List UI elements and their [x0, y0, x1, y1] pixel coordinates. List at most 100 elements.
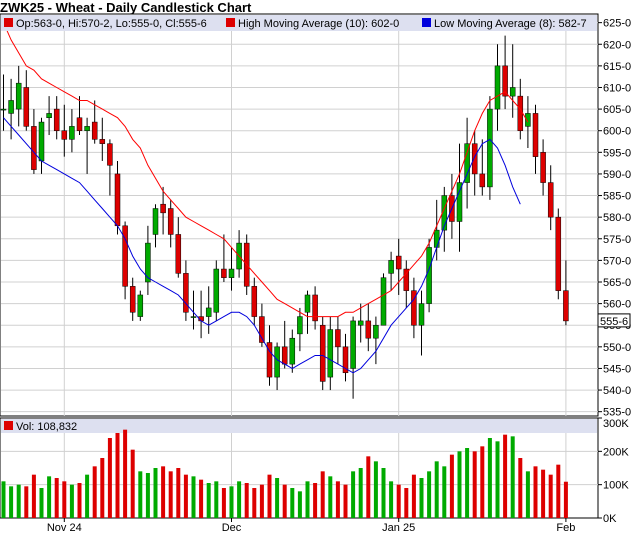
volume-bar — [465, 448, 470, 518]
candle — [46, 96, 52, 136]
candle-body — [31, 126, 37, 170]
candle — [190, 290, 197, 330]
candle — [312, 286, 318, 330]
volume-bar — [282, 484, 287, 518]
candle-body — [509, 87, 516, 97]
price-tick-label: 590-0 — [603, 169, 631, 181]
candle — [319, 316, 326, 391]
date-tick-label: Feb — [556, 522, 575, 534]
volume-bar — [267, 474, 272, 518]
candle-body — [532, 113, 539, 157]
volume-bar — [548, 474, 553, 518]
volume-tick-label: 0K — [603, 513, 617, 525]
candle — [251, 277, 258, 326]
candle-body — [281, 346, 288, 365]
volume-bar — [525, 471, 530, 518]
candle-body — [114, 173, 121, 227]
low-ma-legend-swatch — [422, 18, 431, 27]
volume-bar — [62, 481, 67, 518]
candle-body — [69, 126, 75, 140]
volume-bar — [343, 484, 348, 518]
candle-body — [411, 290, 417, 326]
candle — [335, 316, 341, 365]
candle-body — [152, 208, 159, 235]
volume-bar — [9, 486, 14, 518]
volume-bar — [130, 449, 135, 518]
price-tick-label: 580-0 — [603, 212, 631, 224]
volume-tick-label: 300K — [603, 418, 629, 430]
price-tick-label: 615-0 — [603, 61, 631, 73]
date-tick-label: Dec — [222, 522, 242, 534]
candle — [91, 100, 98, 144]
candle-body — [228, 268, 235, 278]
candle-body — [145, 242, 151, 283]
volume-bar — [434, 461, 439, 518]
volume-bar — [381, 468, 386, 518]
volume-bar — [275, 478, 280, 518]
candle — [107, 139, 113, 196]
candle-body — [319, 324, 326, 382]
candle — [69, 109, 75, 153]
volume-bar — [328, 476, 333, 518]
volume-bar — [47, 476, 52, 518]
candle — [479, 139, 486, 196]
candles — [0, 35, 569, 399]
volume-bar — [199, 479, 204, 518]
candle — [183, 260, 189, 321]
volume-bar — [221, 488, 226, 518]
candle-body — [335, 329, 341, 348]
candle-body — [327, 329, 334, 378]
candle — [289, 329, 296, 373]
volume-bar — [92, 466, 97, 518]
candle — [84, 117, 90, 174]
volume-bar — [107, 438, 112, 518]
candle — [23, 70, 30, 131]
candle — [350, 316, 356, 399]
volume-bar — [77, 483, 82, 518]
candle-body — [221, 268, 227, 278]
candle-body — [373, 324, 379, 339]
candle — [0, 74, 7, 131]
price-tick-label: 565-0 — [603, 277, 631, 289]
candle — [304, 290, 311, 334]
price-tick-label: 545-0 — [603, 363, 631, 375]
candle-body — [61, 130, 68, 140]
volume-legend-swatch — [4, 421, 13, 430]
candle-body — [183, 273, 189, 313]
candle — [471, 130, 478, 196]
volume-tick-label: 100K — [603, 480, 629, 492]
volume-bar — [297, 491, 302, 518]
candle-body — [46, 113, 52, 118]
volume-bar — [183, 474, 188, 518]
candle-body — [167, 208, 174, 235]
candle-body — [91, 121, 98, 140]
candle — [175, 217, 182, 278]
candle — [99, 117, 106, 161]
volume-bar — [85, 474, 90, 518]
volume-panel: Vol: 108,832 — [0, 417, 599, 519]
volume-bar — [252, 488, 257, 518]
volume-bar — [54, 478, 59, 518]
candle — [53, 96, 60, 140]
candle-body — [525, 113, 531, 127]
volume-bar — [503, 434, 508, 518]
candle — [418, 290, 425, 356]
candle — [61, 104, 68, 157]
candle-body — [175, 234, 182, 274]
volume-bar — [290, 488, 295, 518]
volume-bar — [457, 451, 462, 518]
volume-bar — [404, 488, 409, 518]
candle — [259, 303, 265, 347]
candle-body — [259, 316, 265, 343]
candle-body — [122, 225, 128, 287]
price-tick-label: 575-0 — [603, 234, 631, 246]
candle-body — [266, 342, 273, 378]
volume-bar — [442, 466, 447, 518]
volume-bar — [518, 458, 523, 518]
candle-body — [357, 320, 364, 326]
candle-body — [547, 182, 554, 218]
candle — [357, 303, 364, 343]
candle — [426, 238, 432, 313]
volume-bar — [31, 474, 36, 518]
